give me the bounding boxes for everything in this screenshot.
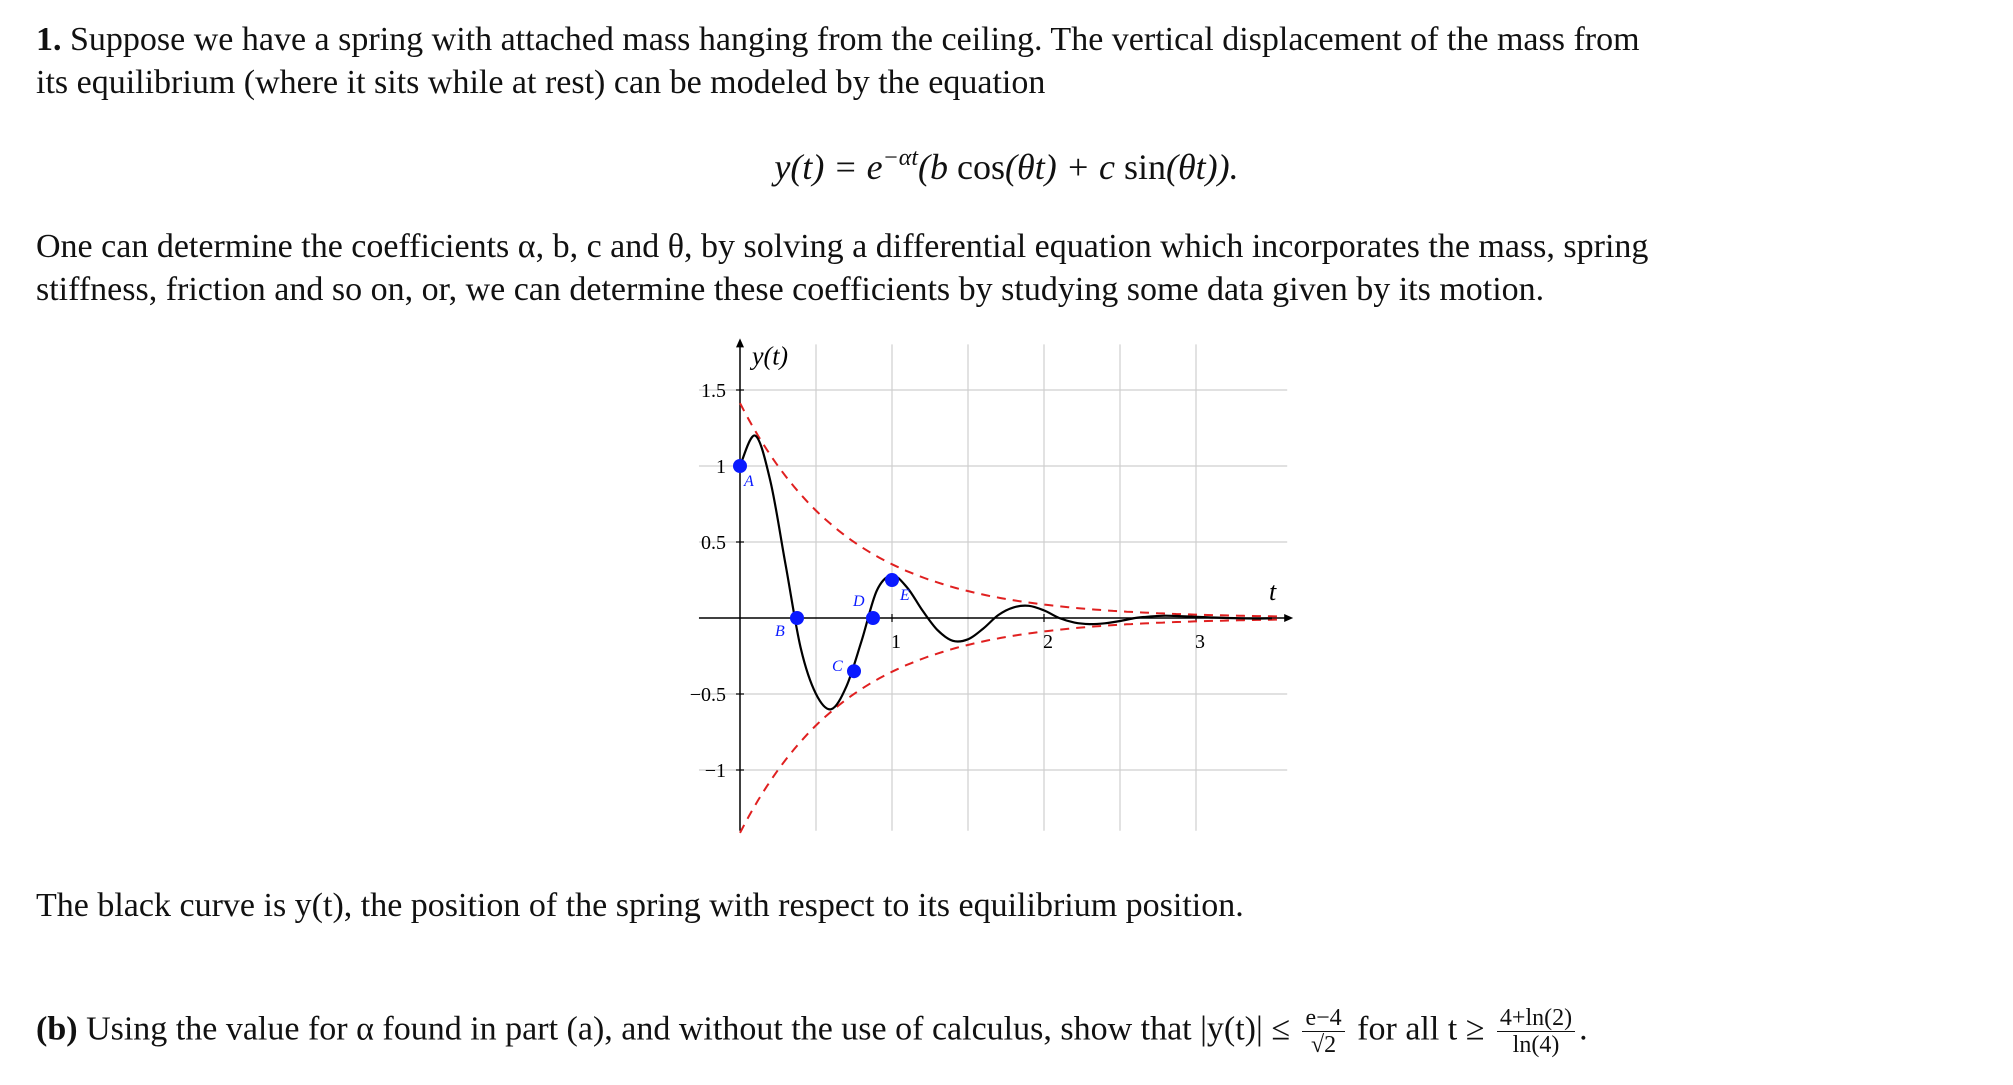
equation-exponent: −αt (882, 145, 919, 171)
part-b-mid: for all t ≥ (1357, 1010, 1485, 1048)
x-tick-label: 2 (1043, 631, 1053, 653)
spring-chart: 1 2 3 −1 −0.5 0.5 1 1.5 y(t) t A B C D E (690, 338, 1294, 834)
fraction-time: 4+ln(2) ln(4) (1496, 1005, 1576, 1058)
point-label-b: B (775, 623, 785, 640)
equation-part-b: (θt) + c (1005, 147, 1124, 187)
point-e (885, 573, 899, 587)
equation-part-a: (b (918, 147, 958, 187)
part-b-end: . (1579, 1010, 1588, 1048)
coef-line-2: stiffness, friction and so on, or, we ca… (36, 271, 1545, 308)
x-axis-label: t (1269, 577, 1277, 606)
point-d (866, 611, 880, 625)
x-tick-label: 3 (1195, 631, 1205, 653)
problem-number: 1. (36, 21, 62, 58)
y-tick-label: −1 (705, 760, 726, 782)
y-tick-label: 0.5 (701, 532, 726, 554)
intro-line-2: its equilibrium (where it sits while at … (36, 64, 1046, 101)
equation-cos: cos (957, 147, 1006, 187)
point-label-d: D (852, 593, 865, 610)
fraction-bound-denominator: √2 (1310, 1032, 1337, 1058)
part-b-text: Using the value for α found in part (a),… (86, 1010, 1290, 1048)
intro-paragraph: 1. Suppose we have a spring with attache… (36, 18, 1936, 104)
upper-envelope (739, 402, 1280, 618)
fraction-bound: e−4 √2 (1302, 1005, 1345, 1058)
equation-lhs: y(t) = e (774, 147, 883, 187)
coef-line-1: One can determine the coefficients α, b,… (36, 228, 1649, 265)
equation-sin: sin (1123, 147, 1166, 187)
y-tick-label: 1.5 (701, 380, 726, 402)
caption: The black curve is y(t), the position of… (36, 887, 1244, 924)
equation: y(t) = e−αt(b cos(θt) + c sin(θt)). (0, 145, 2013, 188)
fraction-bound-numerator: e−4 (1302, 1005, 1345, 1032)
coefficients-paragraph: One can determine the coefficients α, b,… (36, 225, 1936, 311)
x-axis-arrow (1284, 614, 1294, 622)
part-b-label: (b) (36, 1010, 78, 1048)
point-label-e: E (899, 587, 910, 604)
equation-part-c: (θt)). (1166, 147, 1239, 187)
fraction-time-denominator: ln(4) (1512, 1032, 1560, 1058)
point-c (847, 664, 861, 679)
y-axis-arrow (736, 338, 744, 348)
y-curve (738, 434, 1273, 711)
point-label-a: A (743, 473, 754, 490)
x-tick-label: 1 (891, 631, 901, 653)
point-b (790, 611, 804, 625)
y-tick-label: 1 (716, 456, 726, 478)
point-label-c: C (832, 658, 843, 675)
lower-envelope (739, 618, 1280, 834)
y-tick-label: −0.5 (690, 684, 726, 706)
intro-line-1: Suppose we have a spring with attached m… (70, 21, 1640, 58)
part-b: (b) Using the value for α found in part … (36, 1005, 1936, 1058)
point-a (733, 459, 747, 473)
y-axis-label: y(t) (749, 341, 788, 370)
fraction-time-numerator: 4+ln(2) (1496, 1005, 1576, 1032)
